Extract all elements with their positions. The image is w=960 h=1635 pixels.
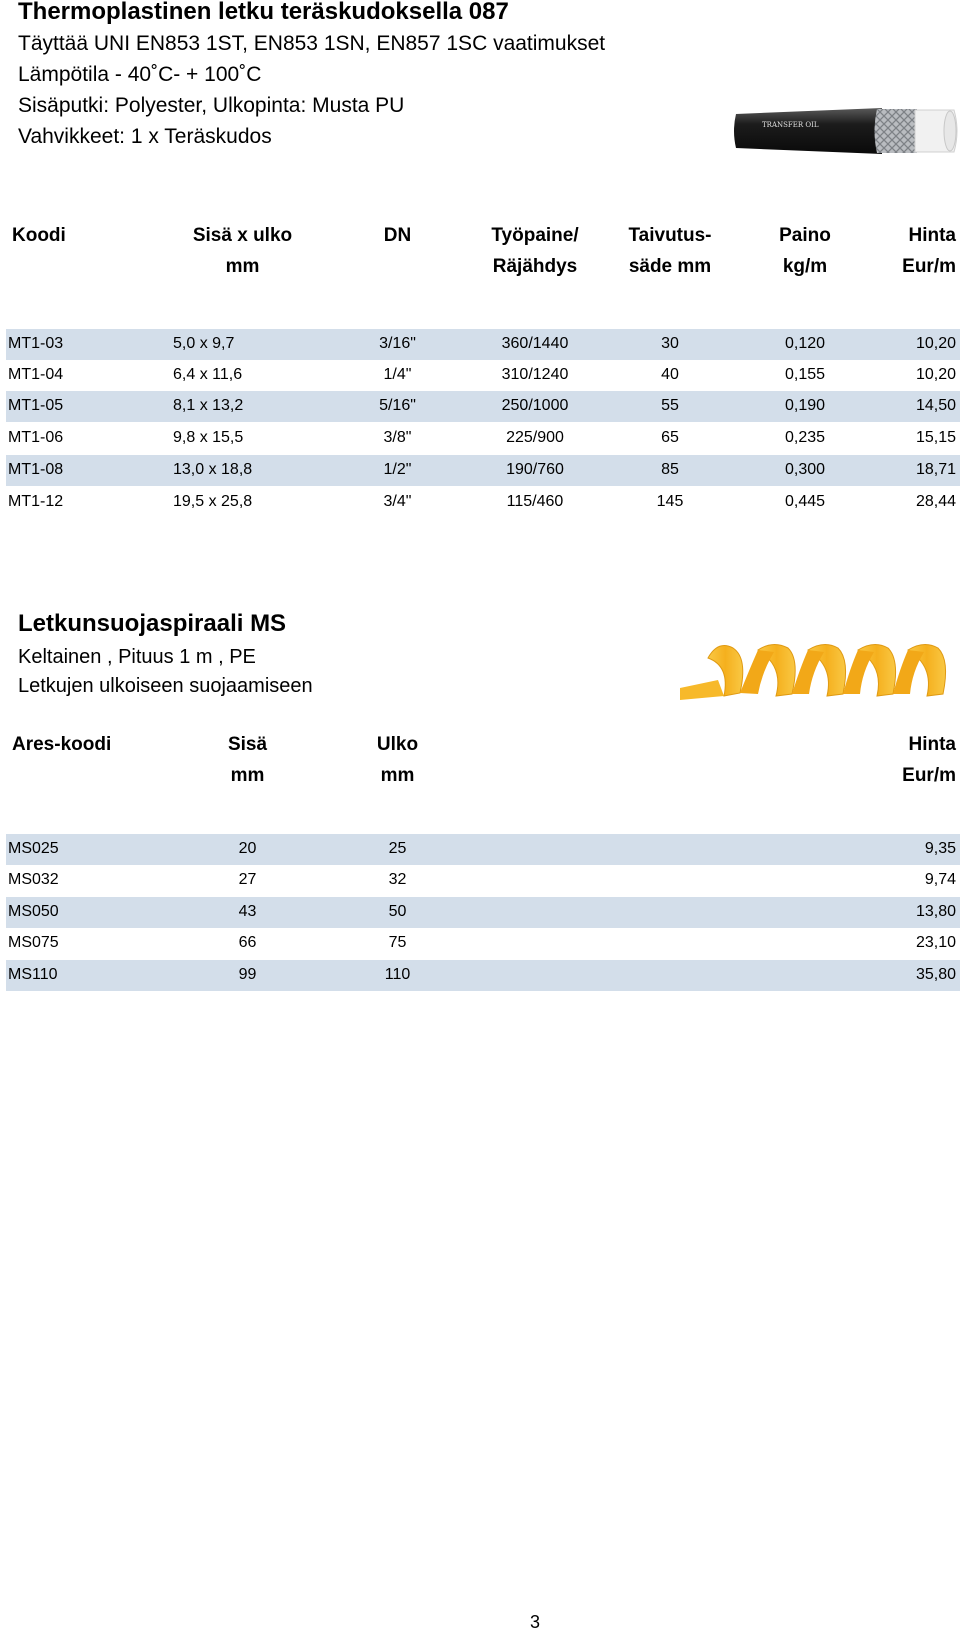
cell-size: 6,4 x 11,6	[173, 366, 243, 383]
cell-size: 5,0 x 9,7	[173, 335, 235, 352]
cell-price: 14,50	[915, 397, 956, 414]
col-header-outer: Ulko	[376, 734, 419, 755]
cell-code: MS075	[8, 934, 59, 951]
cell-price: 10,20	[915, 335, 956, 352]
col-header-inner-unit: mm	[230, 765, 265, 786]
cell-code: MT1-05	[8, 397, 64, 414]
cell-outer: 75	[388, 934, 407, 951]
row-band	[6, 897, 960, 928]
cell-bend-radius: 40	[661, 366, 679, 383]
hose-print-text: TRANSFER OIL	[762, 121, 819, 129]
cell-size: 13,0 x 18,8	[173, 461, 253, 478]
cell-inner: 20	[238, 840, 257, 857]
hose-spec-line: Lämpötila - 40˚C- + 100˚C	[18, 63, 262, 86]
cell-size: 19,5 x 25,8	[173, 493, 253, 510]
cell-code: MT1-06	[8, 429, 64, 446]
col-header-ares-code: Ares-koodi	[12, 734, 112, 755]
col-header-weight: Paino	[779, 225, 831, 246]
col-header-pressure-unit: Räjähdys	[492, 256, 578, 277]
cell-price: 23,10	[915, 934, 956, 951]
cell-code: MT1-03	[8, 335, 64, 352]
cell-size: 8,1 x 13,2	[173, 397, 244, 414]
col-header-price-unit: Eur/m	[902, 765, 956, 786]
cell-code: MT1-12	[8, 493, 64, 510]
row-band	[6, 834, 960, 865]
cell-code: MT1-08	[8, 461, 64, 478]
cell-price: 9,35	[924, 840, 956, 857]
cell-code: MS110	[8, 966, 58, 983]
cell-inner: 99	[238, 966, 257, 983]
col-header-dn: DN	[383, 225, 412, 246]
hose-spec-line: Vahvikkeet: 1 x Teräskudos	[18, 125, 272, 148]
cell-code: MT1-04	[8, 366, 64, 383]
cell-size: 9,8 x 15,5	[173, 429, 244, 446]
cell-pressure: 225/900	[506, 429, 564, 446]
cell-dn: 3/4"	[383, 493, 412, 510]
spiral-spec-line: Keltainen , Pituus 1 m , PE	[18, 646, 256, 668]
cell-outer: 50	[388, 903, 407, 920]
cell-outer: 25	[388, 840, 407, 857]
cell-weight: 0,155	[784, 366, 826, 383]
row-band	[6, 960, 960, 991]
col-header-price: Hinta	[908, 734, 957, 755]
cell-outer: 110	[384, 966, 411, 983]
cell-dn: 1/2"	[383, 461, 412, 478]
cell-bend-radius: 65	[661, 429, 679, 446]
cell-price: 10,20	[915, 366, 956, 383]
hose-spec-line: Täyttää UNI EN853 1ST, EN853 1SN, EN857 …	[18, 32, 606, 55]
cell-price: 35,80	[915, 966, 956, 983]
cell-price: 28,44	[915, 493, 956, 510]
col-header-size: Sisä x ulko	[192, 225, 293, 246]
hose-spec-line: Sisäputki: Polyester, Ulkopinta: Musta P…	[18, 94, 405, 117]
cell-pressure: 250/1000	[501, 397, 569, 414]
cell-bend-radius: 55	[661, 397, 679, 414]
col-header-size-unit: mm	[225, 256, 260, 277]
cell-code: MS025	[8, 840, 59, 857]
spiral-spec-line: Letkujen ulkoiseen suojaamiseen	[18, 675, 313, 697]
cell-outer: 32	[388, 871, 407, 888]
col-header-inner: Sisä	[227, 734, 268, 755]
row-band	[6, 329, 960, 360]
cell-code: MS050	[8, 903, 59, 920]
cell-pressure: 310/1240	[501, 366, 569, 383]
cell-bend-radius: 85	[661, 461, 679, 478]
hose-product-image: TRANSFER OIL	[734, 108, 958, 154]
col-header-bend-radius-unit: säde mm	[628, 256, 712, 277]
cell-inner: 66	[238, 934, 257, 951]
cell-price: 13,80	[915, 903, 956, 920]
cell-dn: 1/4"	[383, 366, 412, 383]
hose-title: Thermoplastinen letku teräskudoksella 08…	[18, 0, 509, 25]
cell-bend-radius: 145	[656, 493, 684, 510]
spiral-title: Letkunsuojaspiraali MS	[18, 610, 287, 637]
cell-price: 9,74	[924, 871, 956, 888]
cell-dn: 3/16"	[379, 335, 416, 352]
cell-weight: 0,445	[784, 493, 826, 510]
cell-pressure: 115/460	[506, 493, 564, 510]
cell-pressure: 190/760	[506, 461, 564, 478]
row-band	[6, 391, 960, 422]
row-band	[6, 455, 960, 486]
col-header-pressure: Työpaine/	[491, 225, 579, 246]
cell-dn: 5/16"	[379, 397, 416, 414]
cell-weight: 0,300	[784, 461, 826, 478]
col-header-outer-unit: mm	[380, 765, 415, 786]
cell-bend-radius: 30	[661, 335, 679, 352]
col-header-price-unit: Eur/m	[902, 256, 956, 277]
cell-weight: 0,120	[784, 335, 826, 352]
col-header-weight-unit: kg/m	[782, 256, 828, 277]
page-number: 3	[529, 1612, 540, 1632]
col-header-price: Hinta	[908, 225, 957, 246]
col-header-code: Koodi	[12, 225, 66, 246]
cell-inner: 43	[238, 903, 257, 920]
cell-weight: 0,190	[784, 397, 826, 414]
cell-weight: 0,235	[784, 429, 826, 446]
cell-dn: 3/8"	[383, 429, 412, 446]
cell-inner: 27	[238, 871, 257, 888]
cell-code: MS032	[8, 871, 59, 888]
cell-pressure: 360/1440	[501, 335, 569, 352]
cell-price: 15,15	[915, 429, 956, 446]
cell-price: 18,71	[915, 461, 956, 478]
col-header-bend-radius: Taivutus-	[628, 225, 712, 246]
spiral-product-image	[680, 644, 947, 700]
